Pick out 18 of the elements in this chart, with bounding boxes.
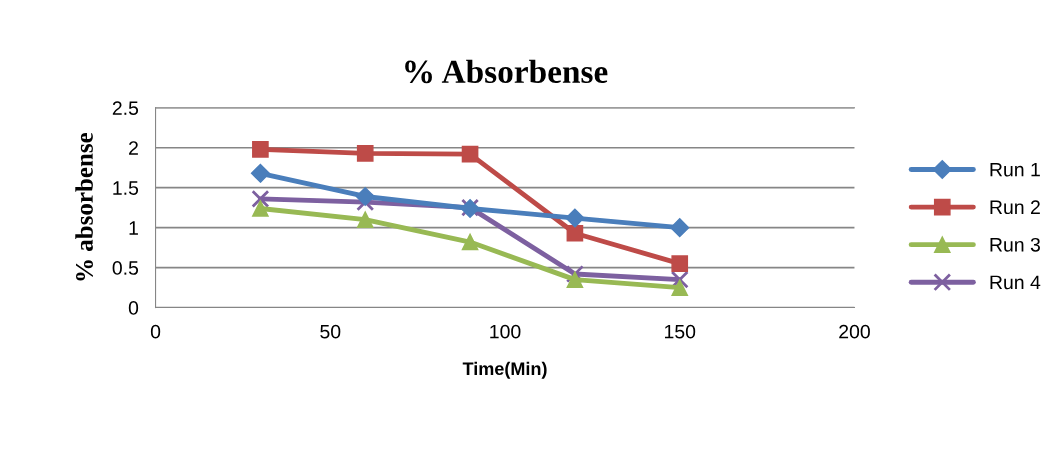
y-tick-label: 1.5 xyxy=(113,181,139,195)
chart-title: % Absorbense xyxy=(405,59,608,84)
legend-label: Run 4 xyxy=(990,275,1041,290)
y-tick-label: 0.5 xyxy=(112,261,139,275)
x-tick-label: 0 xyxy=(150,324,161,339)
y-tick-label: 1 xyxy=(129,221,138,235)
x-tick-label: 200 xyxy=(839,324,870,339)
legend-label: Run 3 xyxy=(990,237,1040,252)
x-tick-label: 150 xyxy=(665,324,696,339)
y-tick-label: 0 xyxy=(128,301,139,315)
x-tick-label: 50 xyxy=(320,324,341,339)
y-tick-label: 2.5 xyxy=(112,101,139,115)
y-tick-label: 2 xyxy=(129,141,138,155)
y-axis-title: % absorbense xyxy=(75,132,93,281)
legend-label: Run 2 xyxy=(990,200,1040,215)
x-tick-label: 100 xyxy=(490,324,521,339)
legend-label: Run 1 xyxy=(990,162,1040,177)
x-axis-title: Time(Min) xyxy=(462,361,547,379)
